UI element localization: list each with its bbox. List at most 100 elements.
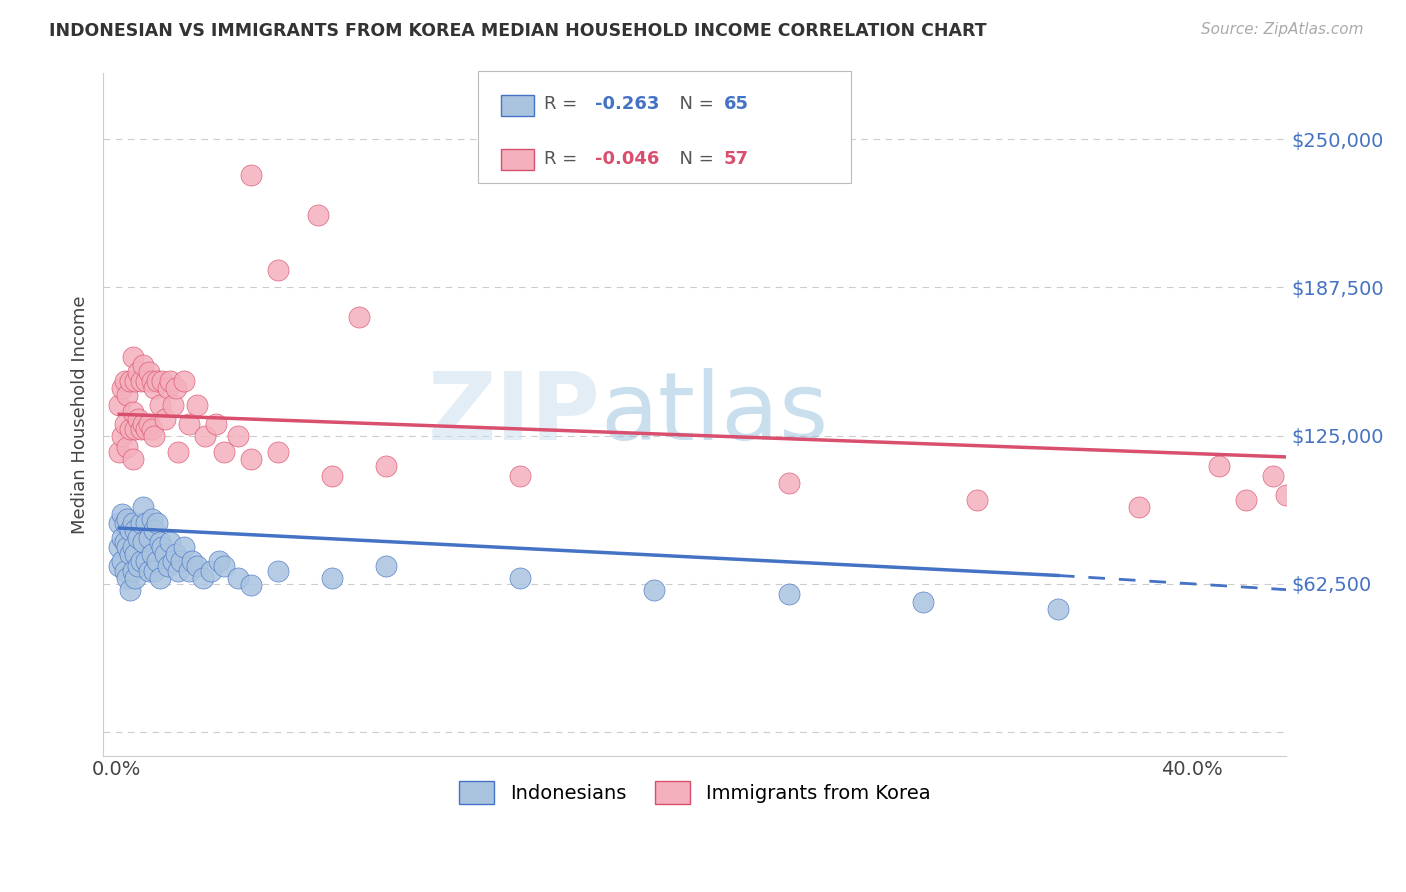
Point bbox=[1275, 488, 1298, 502]
Text: atlas: atlas bbox=[600, 368, 828, 460]
Point bbox=[129, 516, 152, 531]
Point bbox=[117, 540, 139, 554]
Point bbox=[118, 547, 141, 561]
Point bbox=[240, 578, 263, 592]
Point bbox=[132, 500, 155, 514]
Text: Source: ZipAtlas.com: Source: ZipAtlas.com bbox=[1201, 22, 1364, 37]
Point bbox=[143, 428, 166, 442]
Point bbox=[912, 594, 935, 608]
Point bbox=[267, 564, 290, 578]
Point bbox=[118, 524, 141, 538]
Point bbox=[170, 554, 193, 568]
Point bbox=[1208, 459, 1230, 474]
Point bbox=[162, 398, 184, 412]
Point bbox=[111, 531, 134, 545]
Point bbox=[149, 398, 172, 412]
Point bbox=[643, 582, 665, 597]
Point bbox=[124, 571, 146, 585]
Point bbox=[141, 547, 163, 561]
Text: R =: R = bbox=[544, 150, 589, 168]
Text: N =: N = bbox=[668, 95, 725, 113]
Point bbox=[240, 168, 263, 182]
Point bbox=[173, 540, 195, 554]
Point bbox=[127, 412, 149, 426]
Point bbox=[186, 559, 208, 574]
Point bbox=[117, 441, 139, 455]
Text: 65: 65 bbox=[724, 95, 749, 113]
Point bbox=[165, 381, 187, 395]
Point bbox=[108, 559, 131, 574]
Point bbox=[205, 417, 228, 431]
Point bbox=[159, 535, 181, 549]
Point bbox=[173, 374, 195, 388]
Point bbox=[146, 374, 169, 388]
Point bbox=[114, 374, 136, 388]
Text: ZIP: ZIP bbox=[427, 368, 600, 460]
Point bbox=[121, 516, 143, 531]
Point bbox=[208, 554, 231, 568]
Point bbox=[778, 476, 800, 491]
Point bbox=[143, 381, 166, 395]
Point bbox=[156, 381, 179, 395]
Point bbox=[165, 547, 187, 561]
Text: 57: 57 bbox=[724, 150, 749, 168]
Point bbox=[121, 405, 143, 419]
Legend: Indonesians, Immigrants from Korea: Indonesians, Immigrants from Korea bbox=[450, 771, 941, 814]
Point bbox=[121, 351, 143, 365]
Point bbox=[114, 564, 136, 578]
Point bbox=[135, 516, 157, 531]
Point bbox=[138, 564, 160, 578]
Point bbox=[194, 428, 217, 442]
Point bbox=[132, 535, 155, 549]
Point bbox=[143, 564, 166, 578]
Point bbox=[153, 412, 176, 426]
Point bbox=[267, 445, 290, 459]
Point bbox=[1128, 500, 1150, 514]
Point bbox=[141, 421, 163, 435]
Point bbox=[129, 374, 152, 388]
Point bbox=[114, 417, 136, 431]
Point bbox=[778, 587, 800, 601]
Y-axis label: Median Household Income: Median Household Income bbox=[72, 295, 89, 533]
Point bbox=[138, 417, 160, 431]
Point bbox=[146, 554, 169, 568]
Point bbox=[1234, 492, 1257, 507]
Point bbox=[191, 571, 214, 585]
Point bbox=[156, 559, 179, 574]
Point bbox=[118, 582, 141, 597]
Point bbox=[127, 531, 149, 545]
Point bbox=[108, 445, 131, 459]
Point bbox=[111, 507, 134, 521]
Point bbox=[200, 564, 222, 578]
Point bbox=[124, 524, 146, 538]
Point bbox=[141, 374, 163, 388]
Point bbox=[167, 564, 190, 578]
Point bbox=[374, 459, 396, 474]
Text: INDONESIAN VS IMMIGRANTS FROM KOREA MEDIAN HOUSEHOLD INCOME CORRELATION CHART: INDONESIAN VS IMMIGRANTS FROM KOREA MEDI… bbox=[49, 22, 987, 40]
Point bbox=[162, 554, 184, 568]
Text: -0.046: -0.046 bbox=[595, 150, 659, 168]
Point bbox=[121, 564, 143, 578]
Point bbox=[138, 365, 160, 379]
Point bbox=[108, 540, 131, 554]
Point bbox=[186, 398, 208, 412]
Point bbox=[111, 428, 134, 442]
Point bbox=[111, 554, 134, 568]
Point bbox=[179, 417, 201, 431]
Point bbox=[132, 358, 155, 372]
Point bbox=[321, 571, 343, 585]
Point bbox=[321, 469, 343, 483]
Point bbox=[108, 516, 131, 531]
Point bbox=[966, 492, 988, 507]
Point bbox=[153, 547, 176, 561]
Point bbox=[149, 535, 172, 549]
Point bbox=[141, 511, 163, 525]
Point bbox=[226, 428, 249, 442]
Point bbox=[124, 547, 146, 561]
Point bbox=[118, 374, 141, 388]
Point bbox=[121, 452, 143, 467]
Point bbox=[226, 571, 249, 585]
Point bbox=[509, 571, 531, 585]
Point bbox=[143, 524, 166, 538]
Point bbox=[179, 564, 201, 578]
